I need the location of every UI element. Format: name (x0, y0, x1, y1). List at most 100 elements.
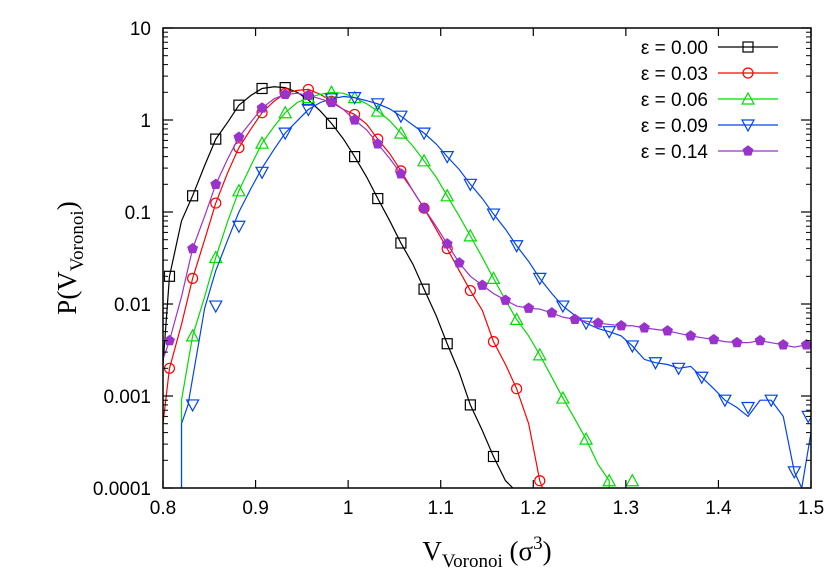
data-point (233, 99, 245, 111)
data-point (255, 135, 270, 149)
data-point (579, 317, 594, 331)
data-point (210, 197, 222, 209)
data-point (301, 103, 316, 117)
data-point (418, 283, 430, 295)
data-point (325, 117, 338, 129)
data-point (208, 300, 223, 314)
data-point (187, 190, 199, 202)
series-layer (163, 81, 811, 488)
data-point (185, 328, 200, 342)
data-point (486, 208, 501, 222)
data-point (625, 473, 640, 487)
data-point (509, 312, 524, 326)
data-point (440, 151, 455, 164)
data-point (787, 466, 802, 480)
data-point (326, 96, 337, 108)
legend-label: ε = 0.00 (641, 38, 708, 59)
data-point (256, 82, 268, 95)
data-point (555, 300, 570, 314)
data-point (440, 188, 455, 202)
data-point (685, 330, 697, 341)
data-point (278, 127, 293, 141)
data-point (671, 362, 686, 376)
data-point (231, 183, 246, 197)
data-point (487, 450, 500, 463)
data-point (615, 320, 627, 331)
data-point (764, 394, 779, 408)
series-1 (163, 83, 546, 488)
data-point (532, 347, 547, 361)
legend-swatch-marker (742, 67, 754, 79)
legend-item: ε = 0.03 (641, 64, 778, 85)
y-tick-label: 0.001 (103, 387, 151, 408)
data-point (579, 431, 594, 445)
data-point (256, 102, 268, 113)
data-point (393, 110, 408, 124)
data-point (370, 98, 385, 112)
x-tick-label: 1.5 (798, 498, 824, 519)
legend-swatch-marker (740, 119, 756, 133)
data-point (694, 371, 709, 385)
data-point (777, 339, 789, 350)
series-0 (163, 81, 514, 488)
data-point (523, 302, 535, 313)
series-line (180, 95, 811, 488)
data-point (602, 326, 617, 339)
data-point (509, 240, 524, 253)
data-point (279, 88, 291, 100)
data-point (185, 399, 200, 413)
data-point (395, 168, 407, 179)
x-tick-label: 1.4 (705, 498, 732, 519)
data-point (754, 334, 766, 346)
data-point (395, 237, 407, 249)
x-tick-label: 0.9 (242, 498, 268, 519)
data-point (231, 220, 246, 234)
series-line (163, 92, 811, 360)
data-point (463, 178, 478, 192)
y-tick-label: 0.0001 (93, 479, 151, 500)
series-3 (180, 92, 811, 488)
data-point (800, 339, 811, 350)
data-point (349, 114, 361, 125)
data-point (534, 475, 546, 487)
data-point (210, 133, 222, 145)
data-point (463, 228, 478, 242)
data-point (278, 105, 293, 119)
data-point (464, 399, 476, 411)
data-point (187, 272, 199, 284)
data-point (464, 284, 476, 297)
y-tick-label: 0.1 (125, 203, 151, 224)
data-point (731, 336, 743, 348)
legend-item: ε = 0.00 (641, 38, 778, 59)
data-point (638, 322, 650, 333)
data-point (187, 242, 199, 254)
data-point (210, 178, 222, 189)
legend-swatch-marker (742, 41, 754, 53)
legend-item: ε = 0.06 (641, 90, 778, 111)
data-point (208, 250, 223, 264)
data-point (500, 294, 511, 305)
data-point (486, 271, 501, 284)
data-point (417, 127, 432, 141)
data-point (569, 313, 581, 325)
data-point (349, 151, 361, 163)
legend-item: ε = 0.09 (641, 116, 778, 137)
data-point (708, 333, 720, 345)
x-tick-label: 1 (343, 498, 354, 519)
data-point (801, 410, 811, 424)
data-point (511, 383, 523, 395)
x-tick-label: 1.3 (613, 498, 639, 519)
plot-frame (162, 27, 812, 489)
data-point (393, 125, 408, 139)
legend-label: ε = 0.09 (641, 116, 708, 137)
data-point (255, 166, 270, 180)
legend-item: ε = 0.14 (641, 142, 778, 163)
data-point (555, 390, 570, 404)
legend-label: ε = 0.06 (641, 90, 708, 111)
x-axis-label: VVoronoi (σ3) (422, 533, 551, 572)
data-point (233, 131, 245, 142)
legend-swatch-marker (742, 145, 754, 156)
data-point (648, 357, 663, 370)
data-point (741, 401, 756, 415)
